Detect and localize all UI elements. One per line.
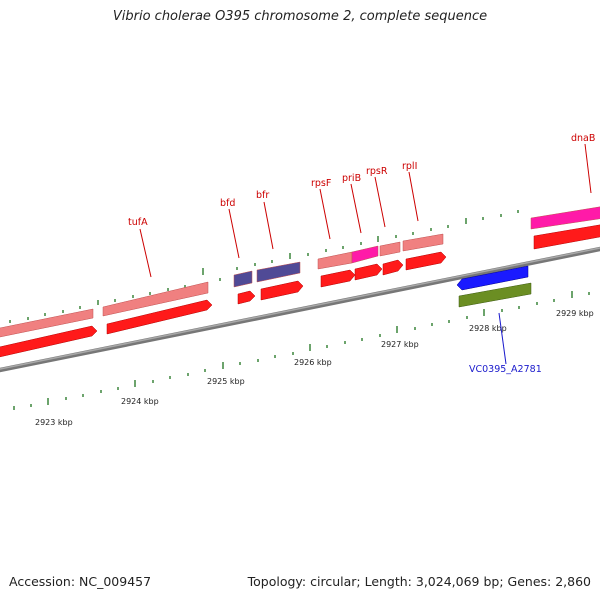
- gene-feature-priB[interactable]: [351, 245, 379, 264]
- chromosome-backbone: [0, 246, 600, 373]
- cds-track: [0, 224, 600, 358]
- kbp-label-2923: 2923 kbp: [35, 418, 73, 427]
- cds-feature-tufA[interactable]: [106, 299, 213, 335]
- cds-feature-bfd[interactable]: [237, 290, 256, 305]
- gene-label-rplI: rplI: [402, 161, 417, 172]
- gene-feature-tufA[interactable]: [102, 281, 209, 317]
- gene-label-tufA: tufA: [128, 217, 148, 228]
- outer-tick-row: [9, 210, 519, 323]
- gene-label-bfr: bfr: [256, 190, 269, 201]
- genome-summary: Topology: circular; Length: 3,024,069 bp…: [247, 574, 591, 589]
- cds-feature-dnaB[interactable]: [533, 224, 600, 250]
- gene-feature-VC0395_A2781[interactable]: [458, 282, 532, 308]
- gene-feature[interactable]: [0, 308, 94, 338]
- chromosome-backbone-highlight: [0, 247, 600, 370]
- cds-feature-rpsR[interactable]: [382, 259, 404, 276]
- gene-feature-bfr[interactable]: [256, 261, 301, 283]
- kbp-label-2927: 2927 kbp: [381, 340, 419, 349]
- label-leaders: [139, 143, 592, 278]
- cds-feature-rplI[interactable]: [405, 251, 447, 271]
- gene-feature-dnaB[interactable]: [530, 206, 600, 230]
- map-title: Vibrio cholerae O395 chromosome 2, compl…: [112, 9, 488, 24]
- label-leader-VC0395_A2781: [498, 312, 507, 365]
- kbp-label-2929: 2929 kbp: [556, 309, 594, 318]
- kbp-label-2925: 2925 kbp: [207, 377, 245, 386]
- accession-label: Accession: NC_009457: [9, 574, 152, 589]
- cds-feature[interactable]: [0, 325, 98, 358]
- cds-feature-priB[interactable]: [354, 263, 383, 281]
- gene-feature-rpsR[interactable]: [379, 241, 401, 257]
- gene-feature-bfd[interactable]: [233, 270, 253, 288]
- cds-feature-rpsF[interactable]: [320, 269, 356, 288]
- gene-feature-rplI[interactable]: [402, 233, 444, 252]
- gene-label-dnaB: dnaB: [571, 133, 595, 144]
- kbp-label-2926: 2926 kbp: [294, 358, 332, 367]
- inner-tick-row: [13, 291, 590, 410]
- gene-track: [0, 206, 600, 338]
- gene-label-priB: priB: [342, 173, 361, 184]
- gene-label-bfd: bfd: [220, 198, 235, 209]
- gene-label-VC0395_A2781: VC0395_A2781: [469, 364, 542, 375]
- gene-label-rpsR: rpsR: [366, 166, 388, 177]
- kbp-label-2928: 2928 kbp: [469, 324, 507, 333]
- kbp-label-2924: 2924 kbp: [121, 397, 159, 406]
- cds-feature-bfr[interactable]: [260, 280, 304, 301]
- cds-feature-VC0395_A2781[interactable]: [456, 265, 529, 291]
- gene-feature-rpsF[interactable]: [317, 251, 353, 270]
- gene-label-rpsF: rpsF: [311, 178, 331, 189]
